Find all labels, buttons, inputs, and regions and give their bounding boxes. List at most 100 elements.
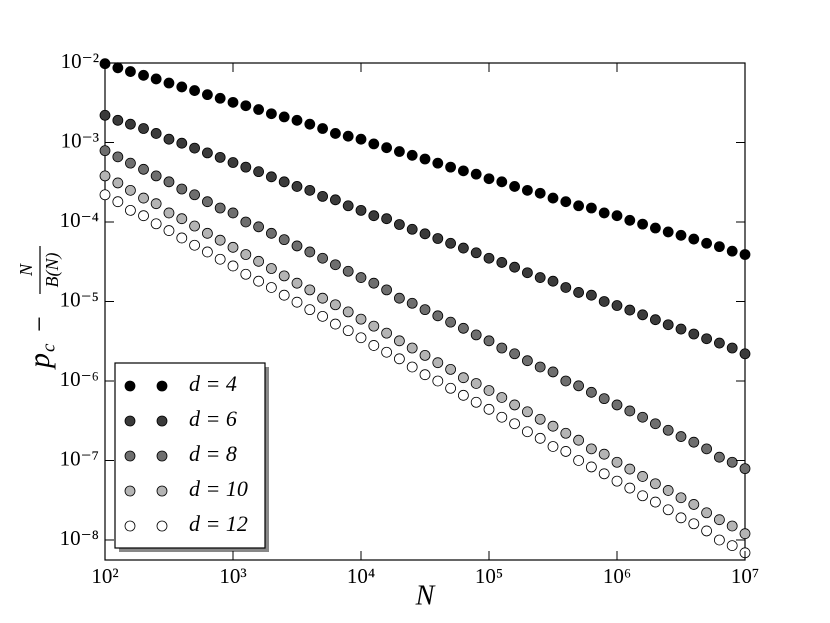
data-point — [227, 241, 239, 253]
data-point — [662, 226, 674, 238]
legend-marker — [124, 415, 136, 427]
y-label-denominator: B(N) — [42, 253, 63, 288]
data-point — [227, 157, 239, 168]
data-point — [688, 518, 700, 530]
data-point — [278, 270, 290, 282]
data-point — [265, 108, 277, 120]
data-point — [291, 114, 303, 126]
data-point — [560, 375, 572, 387]
data-point — [624, 463, 636, 475]
data-point — [125, 204, 136, 216]
data-point — [509, 261, 520, 273]
data-point — [573, 287, 584, 298]
legend-box — [114, 362, 266, 549]
data-point — [521, 426, 533, 438]
data-point — [291, 277, 303, 289]
data-point — [150, 73, 162, 85]
data-point — [176, 183, 188, 195]
data-point — [649, 418, 661, 430]
data-point — [637, 471, 648, 482]
data-point — [470, 247, 482, 259]
data-point — [445, 382, 457, 394]
data-point — [317, 190, 329, 202]
legend-marker — [156, 485, 168, 497]
data-point — [214, 92, 226, 104]
data-point — [547, 275, 559, 287]
data-point — [291, 181, 303, 192]
legend: d = 4 d = 6 d = 8 d = 10 d = 12 — [114, 362, 269, 552]
y-label-subscript: c — [38, 343, 59, 352]
data-point — [714, 337, 725, 349]
data-point — [714, 534, 725, 546]
legend-label: d = 6 — [189, 406, 237, 431]
data-point — [202, 147, 213, 159]
data-point — [496, 411, 508, 423]
data-point — [394, 146, 405, 157]
data-point — [419, 153, 431, 165]
data-point — [163, 225, 175, 236]
legend-marker — [156, 520, 168, 532]
data-point — [726, 456, 738, 468]
y-tick-label: 10⁻⁶ — [60, 367, 99, 391]
data-point — [214, 151, 226, 163]
data-point — [176, 213, 188, 225]
data-point — [291, 240, 303, 252]
data-point — [458, 242, 469, 254]
data-point — [394, 335, 405, 347]
x-tick-label: 10⁶ — [603, 564, 631, 588]
data-point — [598, 393, 610, 405]
data-point — [138, 163, 149, 175]
legend-marker — [156, 415, 168, 427]
data-point — [458, 322, 469, 334]
data-point — [99, 189, 111, 201]
data-point — [483, 403, 495, 415]
y-label-base: p — [23, 353, 56, 370]
data-point — [381, 142, 393, 154]
data-point — [189, 189, 200, 201]
data-point — [112, 114, 124, 126]
data-point — [483, 385, 495, 396]
data-point — [560, 282, 572, 293]
data-point — [662, 424, 674, 436]
data-point — [253, 104, 265, 115]
data-point — [445, 161, 457, 173]
data-point — [688, 436, 700, 448]
data-point — [99, 145, 111, 157]
data-point — [496, 257, 508, 268]
data-point — [176, 81, 188, 93]
data-point — [483, 252, 495, 264]
data-point — [445, 363, 457, 375]
data-point — [214, 202, 226, 214]
data-point — [637, 490, 648, 502]
data-point — [675, 323, 687, 335]
data-point — [726, 520, 738, 532]
legend-label: d = 8 — [189, 441, 237, 466]
data-point — [112, 196, 124, 208]
data-point — [534, 187, 546, 199]
data-point — [176, 137, 188, 149]
y-tick-label: 10⁻² — [61, 49, 99, 73]
data-point — [406, 223, 418, 235]
data-point — [585, 289, 597, 301]
data-point — [317, 123, 329, 134]
data-point — [112, 151, 124, 163]
data-point — [394, 292, 405, 304]
data-point — [150, 170, 162, 182]
data-point — [304, 118, 316, 130]
data-point — [509, 181, 520, 192]
data-point — [368, 138, 380, 150]
data-point — [432, 233, 444, 244]
data-point — [278, 234, 290, 246]
data-point — [304, 246, 316, 258]
x-tick-label: 10³ — [219, 564, 246, 588]
data-point — [701, 333, 712, 345]
data-point — [458, 389, 469, 401]
data-point — [304, 184, 316, 196]
legend-marker — [124, 485, 136, 497]
data-point — [368, 277, 380, 289]
data-point — [573, 455, 584, 466]
data-point — [662, 504, 674, 516]
data-point — [253, 255, 265, 267]
data-point — [419, 349, 431, 361]
data-point — [483, 173, 495, 185]
